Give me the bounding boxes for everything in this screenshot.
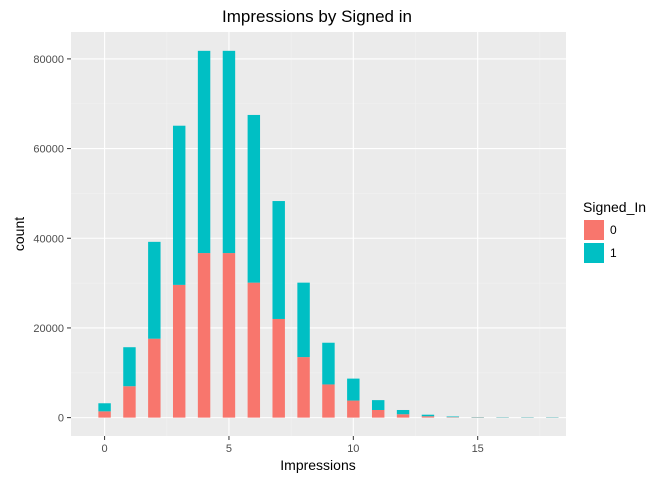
bar-signed-in-1-x12 bbox=[396, 409, 410, 415]
bar-signed-in-0-x6 bbox=[247, 282, 261, 418]
legend-label-0: 0 bbox=[610, 223, 617, 237]
bar-signed-in-0-x9 bbox=[322, 384, 335, 418]
bar-signed-in-1-x10 bbox=[347, 378, 360, 401]
bar-signed-in-0-x13 bbox=[421, 416, 435, 418]
y-axis-ticks: 0 20000 40000 60000 80000 bbox=[33, 54, 71, 425]
x-tick-label: 5 bbox=[226, 443, 232, 455]
bar-signed-in-0-x4 bbox=[197, 253, 211, 418]
bar-signed-in-1-x3 bbox=[172, 125, 186, 285]
chart-title: Impressions by Signed in bbox=[222, 7, 412, 26]
bar-signed-in-1-x4 bbox=[197, 50, 211, 254]
bar-signed-in-0-x3 bbox=[172, 284, 186, 418]
x-tick-label: 10 bbox=[347, 443, 359, 455]
legend: Signed_In 0 1 bbox=[583, 199, 646, 263]
bar-signed-in-1-x5 bbox=[222, 50, 236, 254]
bar-signed-in-0-x2 bbox=[148, 338, 161, 418]
bar-signed-in-1-x9 bbox=[322, 342, 335, 385]
bar-signed-in-0-x10 bbox=[347, 400, 360, 418]
bar-signed-in-1-x14 bbox=[446, 416, 460, 418]
legend-label-1: 1 bbox=[610, 246, 617, 260]
bar-signed-in-1-x8 bbox=[297, 282, 310, 358]
bar-signed-in-1-x6 bbox=[247, 114, 261, 283]
plot-panel bbox=[71, 32, 566, 436]
bar-signed-in-0-x1 bbox=[123, 386, 136, 418]
y-tick-label: 60000 bbox=[33, 144, 64, 156]
x-tick-label: 0 bbox=[102, 443, 108, 455]
bar-layer bbox=[98, 50, 559, 418]
bar-signed-in-1-x13 bbox=[421, 414, 435, 417]
bar-signed-in-0-x12 bbox=[396, 414, 410, 418]
bar-signed-in-0-x11 bbox=[371, 409, 385, 418]
bar-signed-in-0-x5 bbox=[222, 253, 236, 418]
bar-signed-in-1-x7 bbox=[272, 201, 285, 319]
bar-signed-in-0-x7 bbox=[272, 318, 285, 418]
y-axis-title: count bbox=[11, 217, 27, 251]
x-axis-title: Impressions bbox=[280, 457, 355, 473]
x-axis-ticks: 0 5 10 15 bbox=[102, 436, 484, 455]
y-tick-label: 80000 bbox=[33, 54, 64, 66]
bar-signed-in-1-x2 bbox=[148, 241, 161, 339]
bar-signed-in-0-x8 bbox=[297, 357, 310, 418]
bar-signed-in-1-x11 bbox=[371, 400, 385, 410]
legend-key-0 bbox=[584, 220, 604, 240]
y-tick-label: 40000 bbox=[33, 233, 64, 245]
bar-signed-in-0-x0 bbox=[98, 411, 111, 418]
bar-signed-in-1-x1 bbox=[123, 347, 136, 387]
y-tick-label: 0 bbox=[58, 413, 64, 425]
legend-title: Signed_In bbox=[583, 199, 646, 215]
y-tick-label: 20000 bbox=[33, 323, 64, 335]
x-tick-label: 15 bbox=[472, 443, 484, 455]
bar-signed-in-1-x0 bbox=[98, 403, 111, 412]
legend-key-1 bbox=[584, 243, 604, 263]
